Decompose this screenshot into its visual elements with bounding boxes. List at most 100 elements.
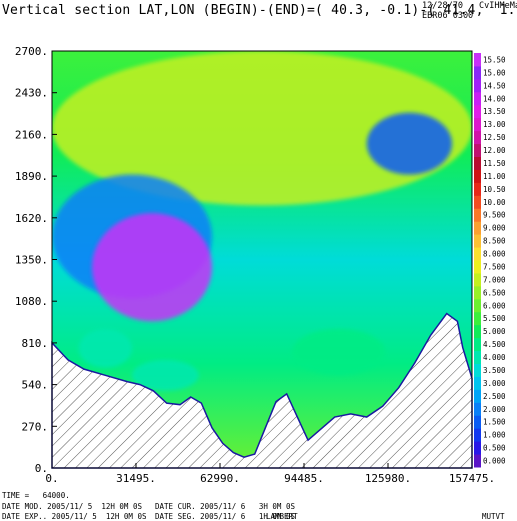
colorbar-label: 9.000 [483,224,506,233]
colorbar-label: 14.00 [483,94,506,103]
colorbar-label: 11.50 [483,159,506,168]
colorbar-swatch [474,208,481,222]
x-tick-label: 62990. [200,472,240,485]
colorbar-label: 6.000 [483,301,506,310]
colorbar-label: 4.500 [483,340,506,349]
colorbar-label: 9.500 [483,211,506,220]
colorbar-label: 12.00 [483,146,506,155]
x-tick-label: 125980. [365,472,411,485]
colorbar-swatch [474,182,481,196]
field-zone-red-core-left [78,329,133,368]
y-tick-label: 2700. [15,45,48,58]
y-tick-label: 2160. [15,128,48,141]
y-tick-label: 1080. [15,295,48,308]
colorbar-swatch [474,298,481,313]
colorbar-label: 8.500 [483,237,506,246]
colorbar-label: 2.000 [483,405,506,414]
colorbar-label: 2.500 [483,392,506,401]
colorbar-swatch [474,415,481,429]
footer-program: MUTVT [482,512,505,521]
y-tick-label: 2430. [15,87,48,100]
colorbar-label: 7.500 [483,262,506,271]
colorbar-swatch [474,104,481,119]
colorbar-label: 6.500 [483,288,506,297]
colorbar-label: 13.00 [483,120,506,129]
footer-date-exp: DATE EXP.. 2005/11/ 5 12H 0M 0S [2,512,147,521]
colorbar-label: 10.50 [483,185,506,194]
colorbar-swatch [474,311,481,326]
field-zone-upper-field [52,51,472,206]
colorbar-swatch [474,428,481,442]
colorbar-label: 1.500 [483,418,506,427]
colorbar-label: 11.00 [483,172,506,181]
colorbar-swatch [474,247,481,261]
colorbar-swatch [474,234,481,248]
colorbar-label: 15.50 [483,55,506,64]
field-zone-purple-cores [92,213,213,322]
footer-date-mod: DATE MOD. 2005/11/ 5 12H 0M 0S [2,502,142,511]
colorbar-swatch [474,78,481,93]
field-zone-red-core-mid [132,359,199,391]
colorbar-swatch [474,363,481,377]
y-tick-label: 270. [22,420,49,433]
colorbar-swatch [474,143,481,157]
colorbar-swatch [474,260,481,274]
footer-projection: LAMBERT [266,512,298,521]
colorbar-label: 0.500 [483,444,506,453]
colorbar-swatch [474,91,481,106]
colorbar-label: 15.00 [483,68,506,77]
footer-date-cur: DATE CUR. 2005/11/ 6 3H 0M 0S [155,502,295,511]
colorbar-swatch [474,156,481,170]
colorbar-label: 5.500 [483,314,506,323]
colorbar-label: 13.50 [483,107,506,116]
colorbar-swatch [474,272,481,287]
colorbar-swatch [474,169,481,183]
colorbar-label: 3.500 [483,366,506,375]
footer-date-seg: DATE SEG. 2005/11/ 6 1H 0M 0S [155,512,295,521]
field-zone-right-upper-cell [366,112,453,175]
colorbar-swatch [474,389,481,403]
colorbar-swatch [474,402,481,416]
x-tick-label: 0. [45,472,58,485]
colorbar-swatch [474,337,481,352]
header-date: 12/28/70 [422,1,463,11]
colorbar-label: 8.000 [483,250,506,259]
y-tick-label: 1620. [15,212,48,225]
colorbar-swatch [474,285,481,300]
colorbar-label: 10.00 [483,198,506,207]
colorbar-swatch [474,65,481,80]
y-tick-label: 810. [22,337,49,350]
field-zone-orange-core-right [292,329,386,376]
colorbar-label: 7.000 [483,275,506,284]
plot-title: Vertical section LAT,LON (BEGIN)-(END)=(… [2,3,517,18]
header-code: CvIHMeMae [479,1,517,11]
y-tick-label: 1350. [15,254,48,267]
footer-time: TIME = 64000. [2,491,70,500]
colorbar-label: 3.000 [483,379,506,388]
x-tick-label: 94485. [284,472,324,485]
colorbar-swatch [474,221,481,235]
colorbar-label: 5.000 [483,327,506,336]
colorbar-swatch [474,350,481,364]
x-tick-label: 31495. [116,472,156,485]
colorbar-label: 0.000 [483,457,506,466]
colorbar-swatch [474,376,481,390]
colorbar-label: 12.50 [483,133,506,142]
colorbar-label: 4.000 [483,353,506,362]
x-tick-label: 157475. [449,472,495,485]
y-tick-label: 1890. [15,170,48,183]
colorbar-label: 1.000 [483,431,506,440]
header-run: EBR06 0300 [422,11,474,21]
terrain-hatch [51,312,473,469]
colorbar-swatch [474,53,481,67]
y-tick-label: 540. [22,379,49,392]
colorbar-swatch [474,130,481,145]
colorbar-swatch [474,117,481,132]
colorbar-swatch [474,195,481,209]
colorbar-label: 14.50 [483,81,506,90]
axes: 0. 270. 540. 810. 1080. 1350. 1620. 1890. 2160. 2… [15,45,495,485]
colorbar-swatch [474,324,481,339]
colorbar-swatch [474,454,481,468]
terrain-layer [51,312,473,469]
